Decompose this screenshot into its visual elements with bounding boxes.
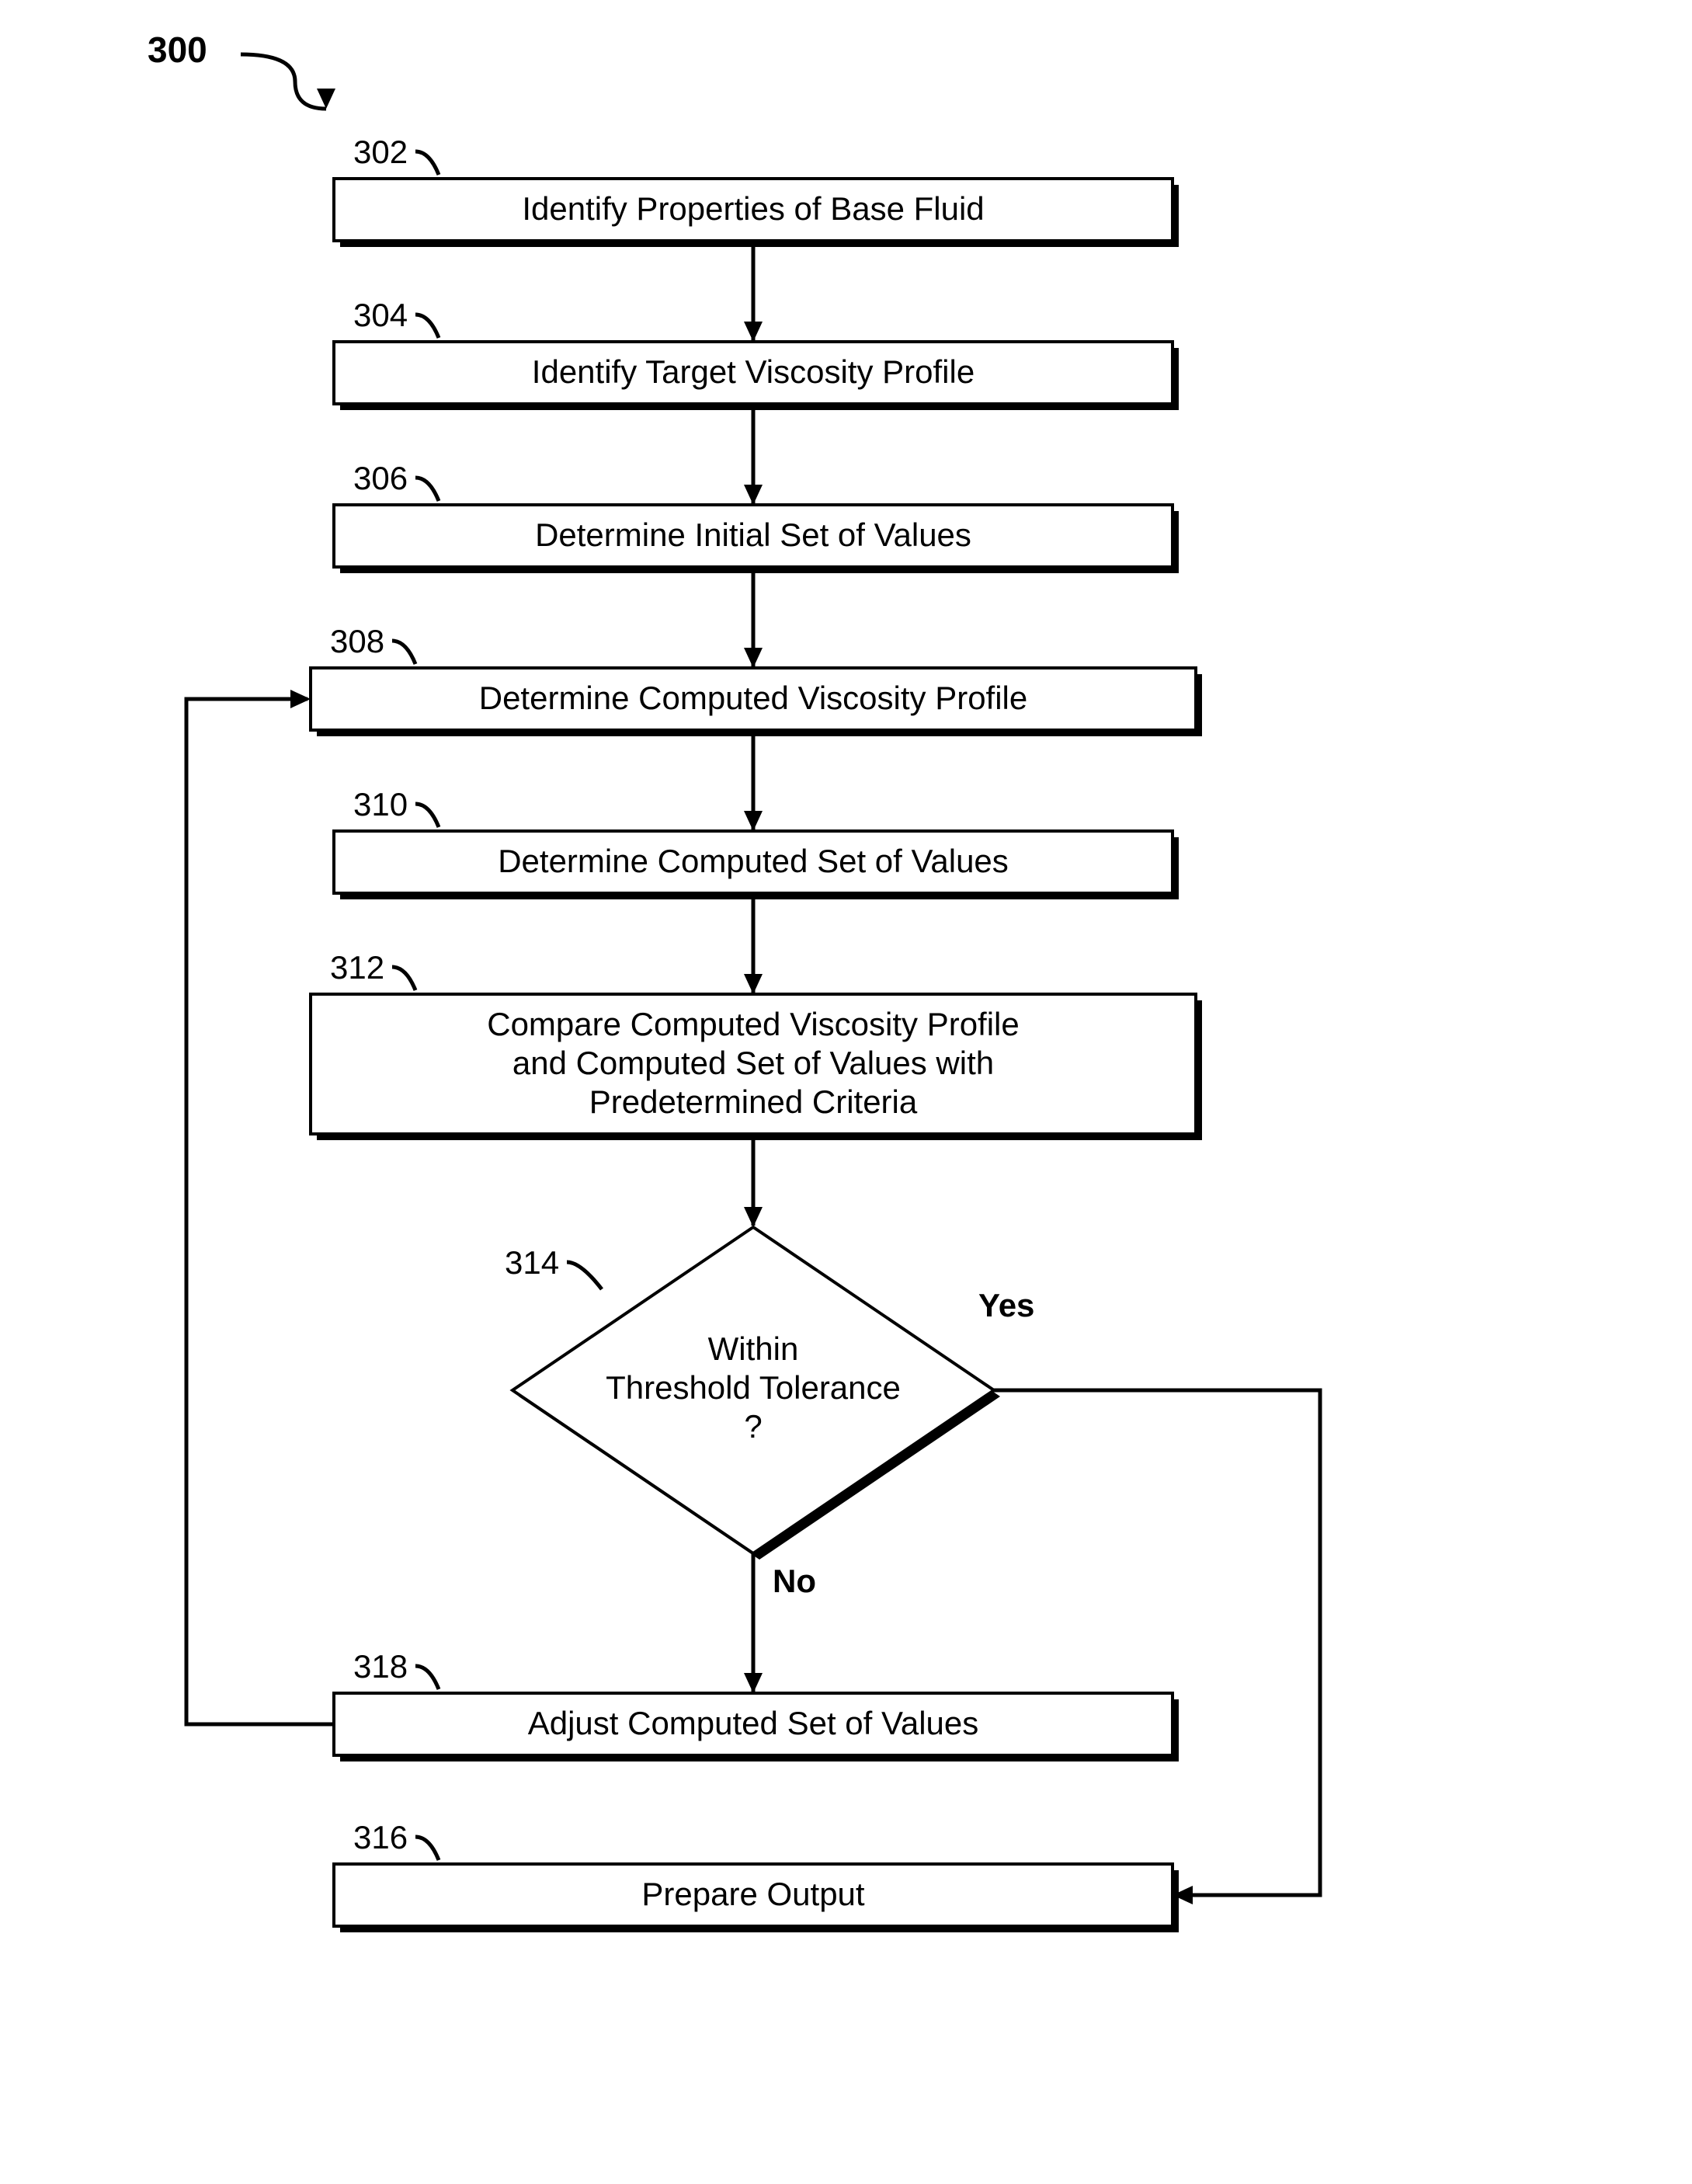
node-314-text: ? [744, 1408, 762, 1445]
node-312-text: Predetermined Criteria [589, 1083, 918, 1120]
node-316: Prepare Output 316 [334, 1819, 1179, 1932]
node-306: Determine Initial Set of Values 306 [334, 460, 1179, 573]
figure-ref-300: 300 [148, 30, 207, 70]
branch-label-no: No [773, 1563, 816, 1599]
ref-label-314: 314 [505, 1244, 559, 1281]
flowchart-canvas: 300 No Yes Identify Properties of Base Flui… [0, 0, 1692, 2184]
ref-label-310: 310 [353, 786, 408, 822]
node-302: Identify Properties of Base Fluid 302 [334, 134, 1179, 247]
ref-label-304: 304 [353, 297, 408, 333]
node-318-text: Adjust Computed Set of Values [528, 1705, 979, 1741]
ref-label-306: 306 [353, 460, 408, 496]
branch-label-yes: Yes [978, 1287, 1034, 1323]
node-306-text: Determine Initial Set of Values [535, 516, 971, 553]
node-314-text: Threshold Tolerance [606, 1369, 901, 1406]
node-308-text: Determine Computed Viscosity Profile [479, 680, 1028, 716]
node-314: WithinThreshold Tolerance? 314 [505, 1227, 1000, 1560]
node-312-text: Compare Computed Viscosity Profile [487, 1006, 1020, 1042]
node-310: Determine Computed Set of Values 310 [334, 786, 1179, 899]
node-304-text: Identify Target Viscosity Profile [532, 353, 975, 390]
node-318: Adjust Computed Set of Values 318 [334, 1648, 1179, 1761]
node-316-text: Prepare Output [641, 1876, 865, 1912]
ref-label-318: 318 [353, 1648, 408, 1685]
ref-label-312: 312 [330, 949, 384, 986]
node-308: Determine Computed Viscosity Profile 308 [311, 623, 1202, 736]
ref-label-302: 302 [353, 134, 408, 170]
ref-label-316: 316 [353, 1819, 408, 1855]
node-314-text: Within [708, 1330, 799, 1367]
node-304: Identify Target Viscosity Profile 304 [334, 297, 1179, 410]
node-310-text: Determine Computed Set of Values [498, 843, 1009, 879]
node-302-text: Identify Properties of Base Fluid [522, 190, 984, 227]
ref-label-308: 308 [330, 623, 384, 659]
node-312-text: and Computed Set of Values with [512, 1045, 994, 1081]
